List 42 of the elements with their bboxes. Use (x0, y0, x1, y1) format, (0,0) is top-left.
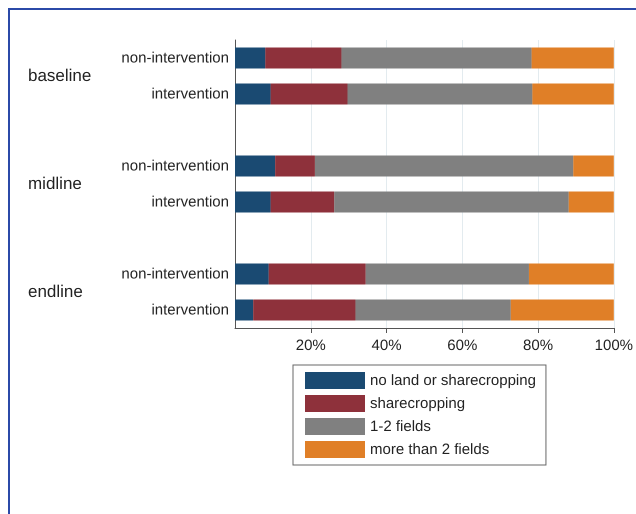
bar (235, 156, 276, 176)
y-tick-label: non-intervention (121, 158, 229, 174)
bar (355, 300, 511, 320)
bar (573, 156, 614, 176)
bar (270, 192, 334, 212)
legend-label: no land or sharecropping (370, 372, 536, 389)
bar (235, 264, 269, 284)
bar (348, 84, 532, 104)
bar (275, 156, 315, 176)
bar (235, 84, 271, 104)
text: midline (28, 174, 82, 193)
bar (268, 264, 366, 284)
x-tick-label: 100% (594, 337, 634, 354)
bar (532, 48, 614, 68)
bar (314, 156, 574, 176)
legend-label: sharecropping (370, 395, 466, 412)
x-tick-label: 20% (296, 337, 326, 354)
bar (532, 84, 614, 104)
bar (270, 84, 348, 104)
x-tick-label: 60% (447, 337, 478, 354)
bar (253, 300, 356, 320)
text: baseline (28, 66, 92, 85)
legend-label: more than 2 fields (370, 441, 490, 458)
legend-label: 1-2 fields (370, 418, 431, 435)
bar (235, 300, 254, 320)
y-tick-label: intervention (151, 194, 229, 210)
y-tick-label: intervention (151, 86, 229, 102)
bar (510, 300, 614, 320)
y-tick-label: non-intervention (121, 266, 229, 282)
x-tick-label: 80% (523, 337, 554, 354)
bar (366, 264, 529, 284)
bar (265, 48, 342, 68)
x-tick-label: 40% (372, 337, 402, 354)
bar (334, 192, 569, 212)
bar (235, 48, 266, 68)
bar (528, 264, 614, 284)
y-tick-label: non-intervention (121, 50, 229, 66)
bar (568, 192, 614, 212)
bar (341, 48, 532, 68)
y-tick-label: intervention (151, 302, 229, 318)
text: endline (28, 282, 83, 301)
bar (235, 192, 271, 212)
